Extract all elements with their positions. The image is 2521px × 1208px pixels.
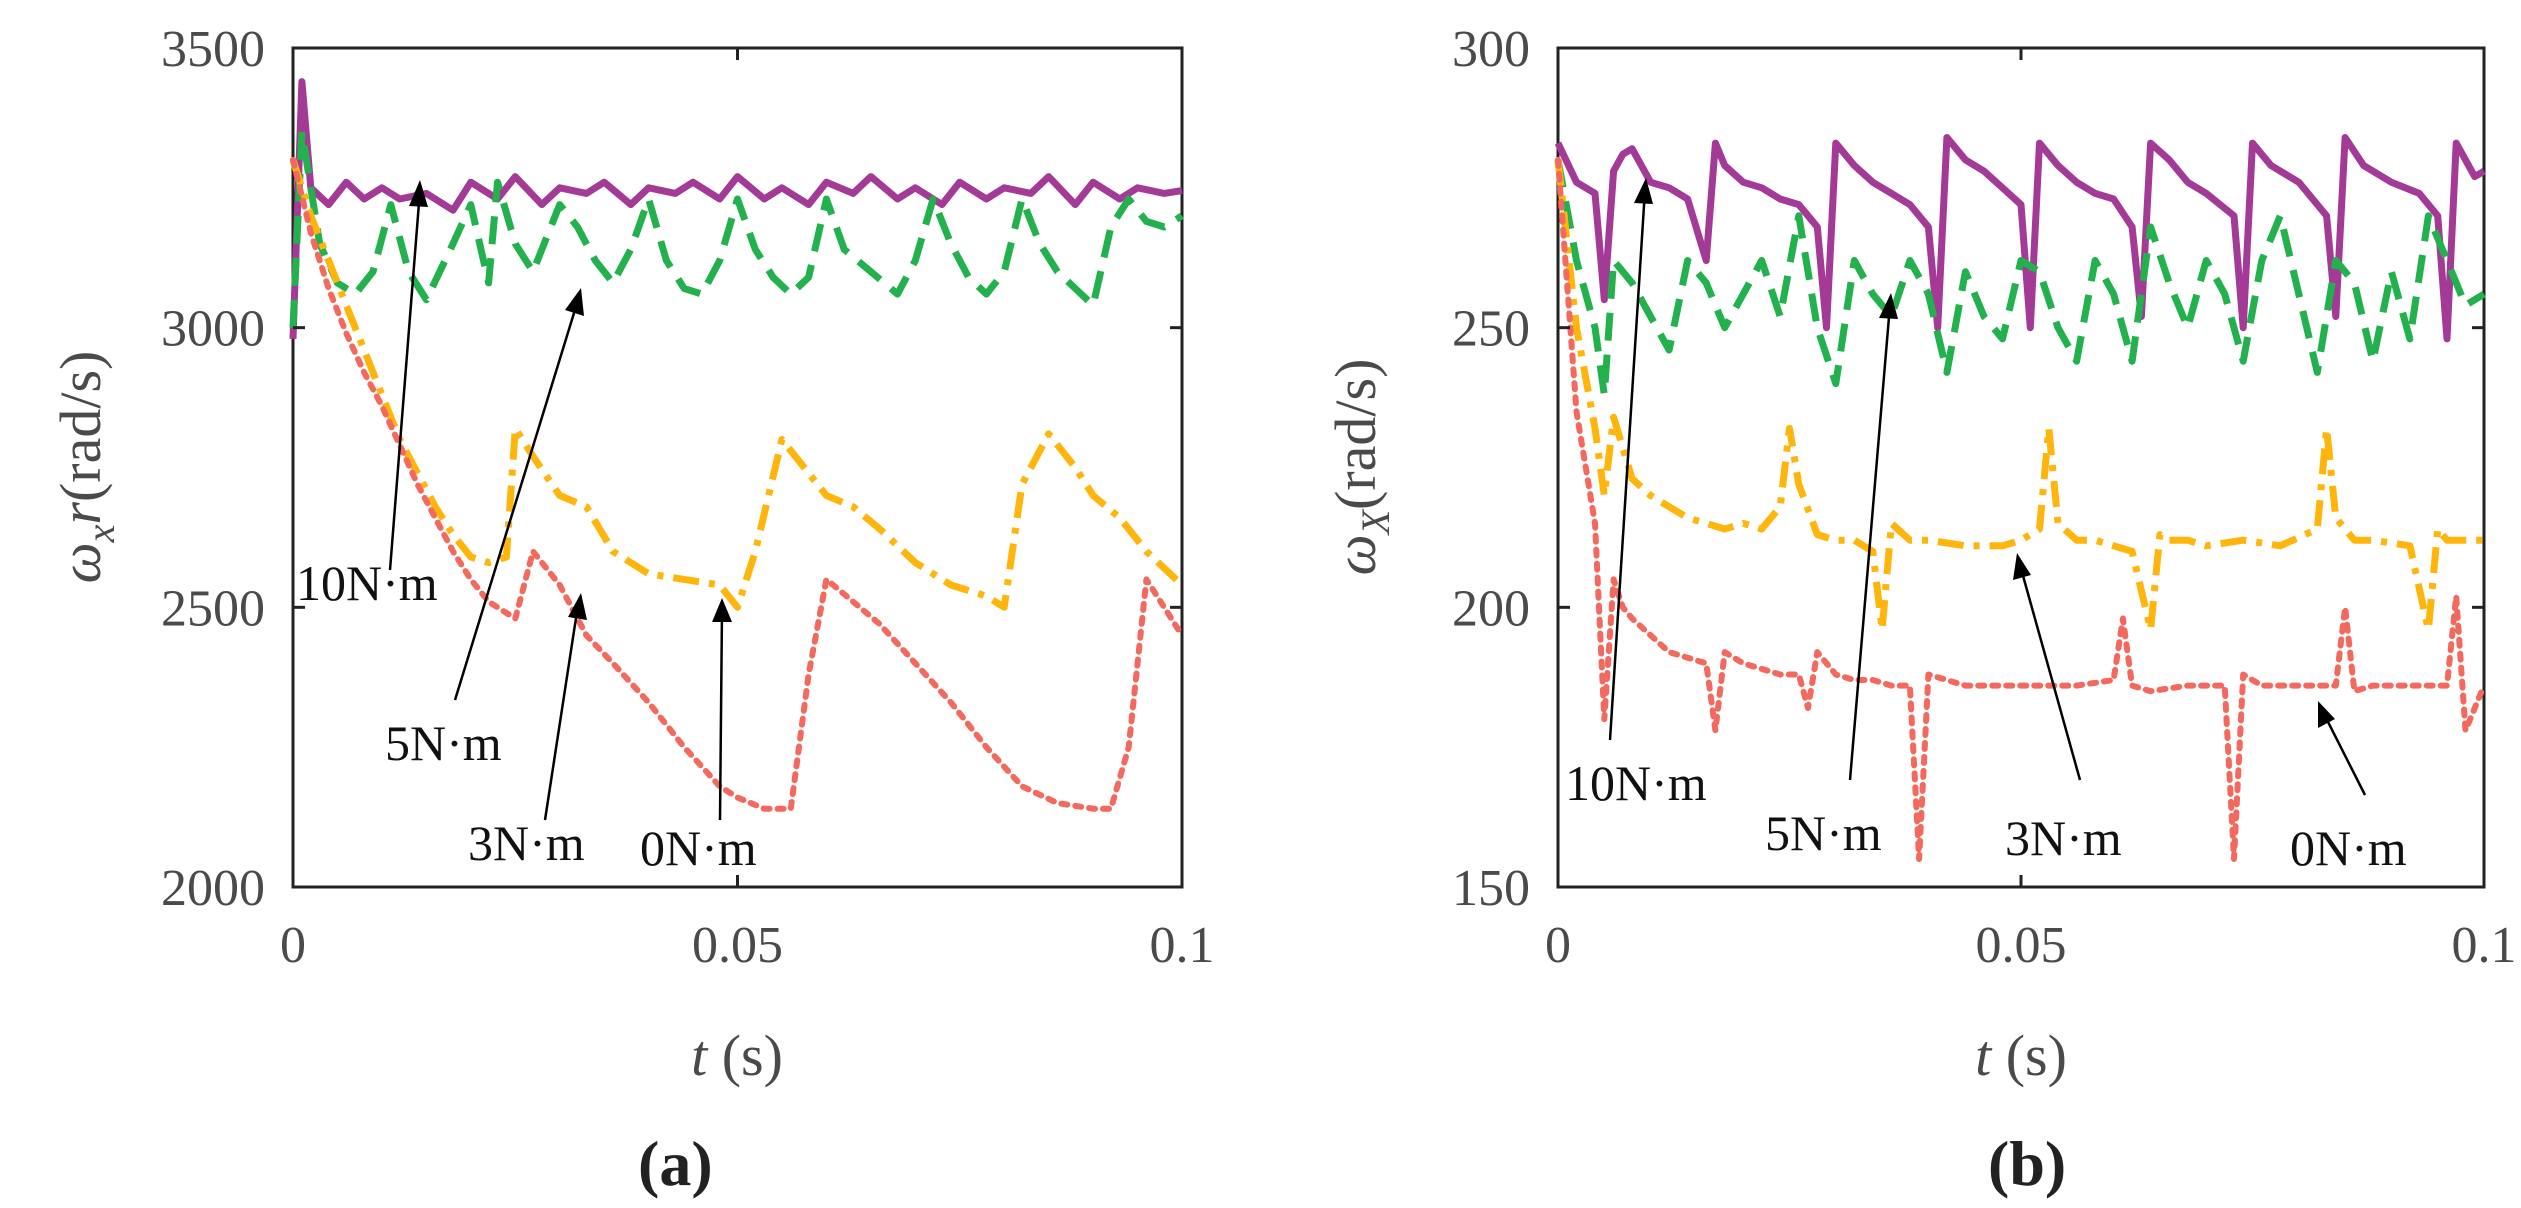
series-group-b <box>1554 134 2487 862</box>
x-tick-label-b-0: 0 <box>1545 917 1571 974</box>
series-line-b-3nm <box>1554 159 2484 634</box>
arrow-3nm-b <box>2018 564 2082 781</box>
annotation-0nm-b: 0N·m <box>2290 820 2407 876</box>
y-axis-label-b: ωX(rad/s) <box>1323 359 1398 576</box>
y-tick-label-a-0: 2000 <box>161 860 265 917</box>
arrowhead-10nm-b <box>1634 178 1653 204</box>
annotation-3nm-b: 3N·m <box>2005 810 2122 866</box>
x-tick-label-b-1: 0.05 <box>1976 917 2067 974</box>
x-axis-label-b: t (s) <box>1975 1023 2067 1088</box>
arrow-0nm-b <box>2321 711 2367 796</box>
x-axis-label-a: t (s) <box>691 1023 783 1088</box>
panel-label-b: (b) <box>1988 1128 2066 1199</box>
series-group-a <box>289 78 1185 812</box>
chart-panel-a: 0 0.05 0.1 2000 2500 3000 3500 t (s) ωxr(rad/s… <box>48 21 1215 1199</box>
y-tick-label-a-2: 3000 <box>161 301 265 358</box>
annotation-3nm-a: 3N·m <box>468 815 585 871</box>
arrow-10nm-b <box>1608 189 1647 741</box>
arrow-0nm-a <box>718 609 724 821</box>
series-line-b-10nm <box>1554 134 2486 343</box>
y-tick-label-a-3: 3500 <box>161 21 265 78</box>
y-tick-label-b-3: 300 <box>1452 21 1530 78</box>
x-tick-label-a-0: 0 <box>280 917 306 974</box>
series-line-b-0nm <box>1555 156 2487 862</box>
arrowhead-10nm-a <box>409 180 428 207</box>
y-axis-label-a: ωxr(rad/s) <box>48 351 123 584</box>
arrow-5nm-b <box>1848 304 1892 781</box>
tick-group-a: 0 0.05 0.1 2000 2500 3000 3500 <box>161 21 1215 974</box>
y-tick-label-b-2: 250 <box>1452 301 1530 358</box>
annotation-10nm-b: 10N·m <box>1565 755 1707 811</box>
panel-label-a: (a) <box>638 1128 713 1199</box>
series-line-a-0nm <box>290 156 1185 812</box>
series-line-b-5nm <box>1554 159 2486 399</box>
arrow-5nm-a <box>453 299 580 701</box>
annotation-5nm-b: 5N·m <box>1765 805 1882 861</box>
y-tick-label-a-1: 2500 <box>161 580 265 637</box>
arrowhead-0nm-b <box>2318 701 2335 728</box>
arrowhead-3nm-b <box>2013 553 2031 580</box>
arrow-10nm-a <box>388 189 422 571</box>
y-tick-label-b-1: 200 <box>1452 580 1530 637</box>
x-tick-label-a-2: 0.1 <box>1150 917 1215 974</box>
y-tick-label-b-0: 150 <box>1452 860 1530 917</box>
arrow-3nm-a <box>543 604 580 821</box>
annotation-10nm-a: 10N·m <box>296 555 438 611</box>
series-line-a-10nm <box>289 78 1183 340</box>
annotation-0nm-a: 0N·m <box>640 820 757 876</box>
series-line-a-5nm <box>289 128 1184 328</box>
arrowhead-5nm-a <box>565 288 584 316</box>
x-tick-label-b-2: 0.1 <box>2452 917 2517 974</box>
series-line-a-3nm <box>289 158 1185 611</box>
annotation-5nm-a: 5N·m <box>385 715 502 771</box>
tick-group-b: 0 0.05 0.1 150 200 250 300 <box>1452 21 2517 974</box>
x-tick-label-a-1: 0.05 <box>692 917 783 974</box>
arrowhead-5nm-b <box>1879 293 1898 319</box>
chart-panel-b: 0 0.05 0.1 150 200 250 300 t (s) ωX(rad/s) (b)… <box>1323 21 2517 1199</box>
arrowhead-0nm-a <box>712 598 732 622</box>
arrowhead-3nm-a <box>568 593 587 620</box>
